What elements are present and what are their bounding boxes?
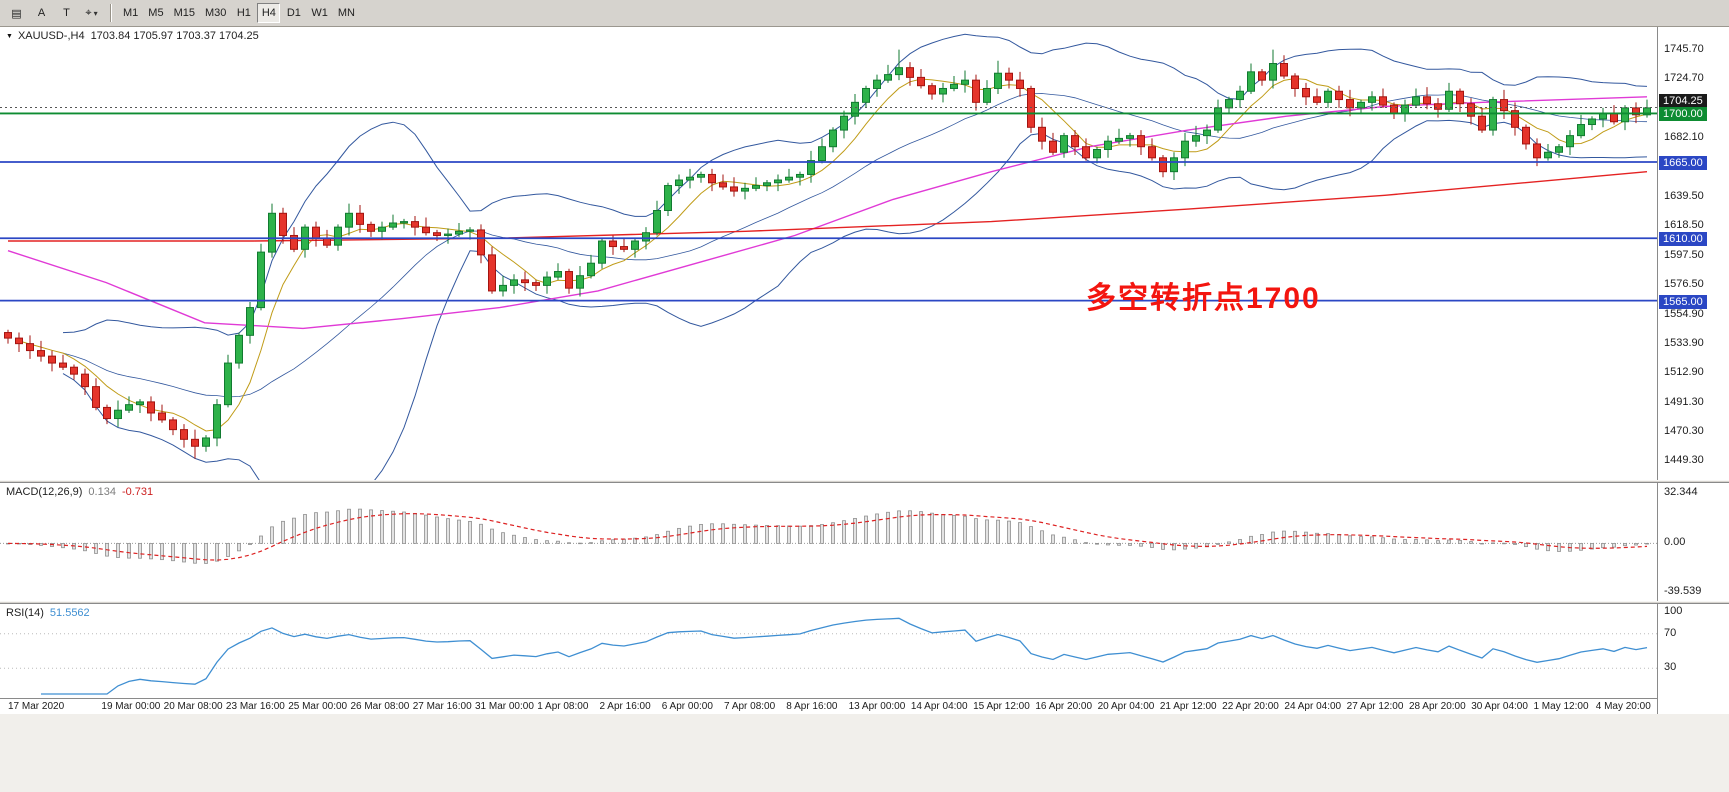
time-label: 14 Apr 04:00 — [910, 701, 968, 712]
symbol-ohlc-header: ▼ XAUUSD-,H4 1703.84 1705.97 1703.37 170… — [6, 30, 259, 42]
macd-scale-label: -39.539 — [1664, 585, 1702, 597]
price-label: 1682.10 — [1664, 131, 1704, 144]
macd-scale-label: 32.344 — [1664, 486, 1698, 498]
time-label: 4 May 20:00 — [1595, 701, 1651, 712]
rsi-scale-label: 30 — [1664, 661, 1677, 674]
toolbar: ▤ A T ⌖ ▾ M1 M5 M15 M30 H1 H4 D1 W1 MN — [0, 0, 1729, 27]
time-label: 1 Apr 08:00 — [537, 701, 589, 712]
time-label: 23 Mar 16:00 — [225, 701, 285, 712]
time-label: 16 Apr 20:00 — [1035, 701, 1093, 712]
time-label: 27 Mar 16:00 — [412, 701, 472, 712]
chart-workspace: ▼ XAUUSD-,H4 1703.84 1705.97 1703.37 170… — [0, 27, 1729, 714]
time-label: 6 Apr 00:00 — [661, 701, 713, 712]
timeframe-m15-button[interactable]: M15 — [173, 7, 195, 19]
rsi-label: RSI(14) — [6, 607, 44, 619]
toolbar-separator — [110, 4, 112, 22]
time-label: 20 Apr 04:00 — [1097, 701, 1155, 712]
time-label: 20 Mar 08:00 — [163, 701, 223, 712]
macd-scale-label: 0.00 — [1664, 536, 1686, 549]
timeframe-h1-button[interactable]: H1 — [236, 7, 251, 19]
price-label: 1597.50 — [1664, 248, 1704, 261]
time-axis[interactable]: 17 Mar 2020 19 Mar 00:00 20 Mar 08:00 23 Ma… — [0, 698, 1657, 714]
time-label: 17 Mar 2020 — [8, 701, 65, 712]
rsi-scale-label: 70 — [1664, 626, 1677, 639]
chart-grid-button[interactable]: ▤ — [11, 7, 22, 20]
price-label: 1449.30 — [1664, 454, 1704, 467]
time-label: 8 Apr 16:00 — [786, 701, 838, 712]
time-label: 21 Apr 12:00 — [1159, 701, 1217, 712]
collapse-triangle-icon[interactable]: ▼ — [6, 32, 13, 40]
chart-annotation-text[interactable]: 多空转折点1700 — [1086, 282, 1321, 315]
panel-splitter[interactable] — [0, 601, 1729, 604]
timeframe-h4-button[interactable]: H4 — [257, 3, 281, 23]
price-label: 1618.50 — [1664, 219, 1704, 232]
hline-price-badge: 1665.00 — [1659, 155, 1707, 170]
text-tool-button[interactable]: T — [63, 7, 70, 19]
timeframe-m5-button[interactable]: M5 — [148, 7, 164, 19]
main-chart-panel: ▼ XAUUSD-,H4 1703.84 1705.97 1703.37 170… — [0, 27, 1657, 480]
time-label: 7 Apr 08:00 — [724, 701, 776, 712]
bottom-margin — [0, 714, 1729, 792]
chart-tools-group: ▤ A T ⌖ ▾ — [4, 3, 104, 23]
crosshair-tool-button[interactable]: ⌖ ▾ — [85, 6, 98, 19]
price-label: 1470.30 — [1664, 424, 1704, 437]
macd-signal-value: -0.731 — [121, 486, 154, 498]
time-label: 31 Mar 00:00 — [474, 701, 534, 712]
price-label: 1745.70 — [1664, 43, 1704, 56]
hline-price-badge: 1700.00 — [1659, 107, 1707, 122]
time-label: 30 Apr 04:00 — [1471, 701, 1528, 712]
macd-label: MACD(12,26,9) — [6, 486, 83, 498]
timeframe-group: M1 M5 M15 M30 H1 H4 D1 W1 MN — [118, 3, 360, 23]
panel-splitter[interactable] — [0, 480, 1729, 483]
hline-price-badge: 1565.00 — [1659, 294, 1707, 309]
macd-panel: MACD(12,26,9) 0.134 -0.731 — [0, 483, 1657, 601]
timeframe-w1-button[interactable]: W1 — [311, 7, 328, 19]
time-label: 28 Apr 20:00 — [1408, 701, 1466, 712]
price-label: 1554.90 — [1664, 307, 1704, 320]
time-label: 26 Mar 08:00 — [350, 701, 410, 712]
macd-main-value: 0.134 — [88, 486, 116, 498]
dropdown-caret-icon: ▾ — [93, 8, 98, 18]
price-label: 1533.90 — [1664, 336, 1704, 349]
hline-price-badge: 1610.00 — [1659, 232, 1707, 247]
time-label: 2 Apr 16:00 — [599, 701, 651, 712]
price-axis[interactable]: 1745.701724.701703.701682.101661.101639.… — [1657, 27, 1729, 714]
timeframe-m1-button[interactable]: M1 — [123, 7, 139, 19]
price-label: 1491.30 — [1664, 395, 1704, 408]
ohlc-values: 1703.84 1705.97 1703.37 1704.25 — [90, 30, 259, 42]
main-chart-canvas[interactable] — [0, 27, 1657, 480]
time-label: 19 Mar 00:00 — [101, 701, 161, 712]
rsi-scale-label: 100 — [1664, 605, 1683, 617]
time-label: 27 Apr 12:00 — [1346, 701, 1404, 712]
rsi-header: RSI(14) 51.5562 — [6, 607, 90, 619]
price-label: 1639.50 — [1664, 190, 1704, 203]
timeframe-d1-button[interactable]: D1 — [286, 7, 301, 19]
timeframe-m30-button[interactable]: M30 — [204, 7, 227, 19]
price-label: 1724.70 — [1664, 72, 1704, 85]
current-price-badge: 1704.25 — [1659, 93, 1707, 108]
price-label: 1512.90 — [1664, 365, 1704, 378]
time-label: 22 Apr 20:00 — [1222, 701, 1279, 712]
macd-canvas[interactable] — [0, 483, 1657, 601]
time-label: 13 Apr 00:00 — [848, 701, 906, 712]
symbol-title: XAUUSD-,H4 — [17, 30, 85, 42]
price-label: 1576.50 — [1664, 277, 1704, 290]
time-label: 25 Mar 00:00 — [288, 701, 348, 712]
rsi-canvas[interactable] — [0, 604, 1657, 698]
timeframe-mn-button[interactable]: MN — [337, 7, 355, 19]
text-label-tool-button[interactable]: A — [37, 7, 46, 19]
rsi-value: 51.5562 — [49, 607, 90, 619]
rsi-panel: RSI(14) 51.5562 — [0, 604, 1657, 698]
time-label: 15 Apr 12:00 — [973, 701, 1030, 712]
time-label: 1 May 12:00 — [1533, 701, 1589, 712]
time-label: 24 Apr 04:00 — [1284, 701, 1342, 712]
macd-header: MACD(12,26,9) 0.134 -0.731 — [6, 486, 153, 498]
